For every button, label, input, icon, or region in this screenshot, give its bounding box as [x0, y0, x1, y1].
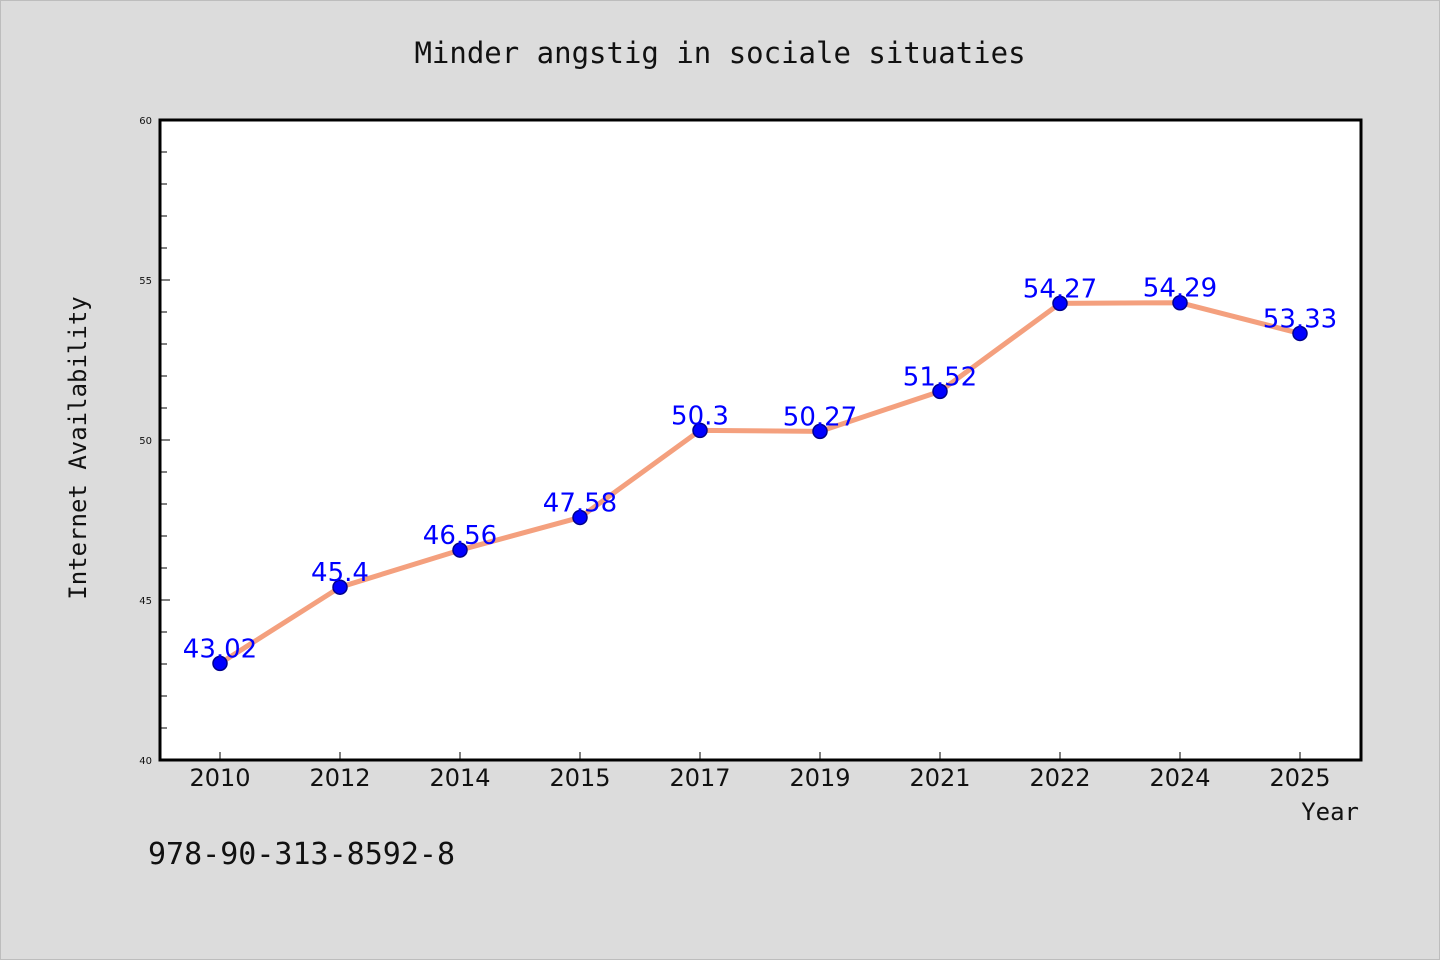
x-tick-label: 2015: [549, 764, 610, 792]
x-tick-label: 2019: [789, 764, 850, 792]
data-point: [332, 579, 348, 595]
y-tick-label: 40: [139, 756, 152, 767]
y-axis: 40 45 50 55 60: [139, 116, 170, 767]
series-line: [217, 300, 1303, 666]
data-label: 43.02: [183, 634, 257, 664]
y-tick-label: 50: [139, 436, 152, 447]
x-tick-label: 2014: [429, 764, 490, 792]
x-tick-label: 2025: [1269, 764, 1330, 792]
y-tick-label: 55: [139, 276, 152, 287]
data-point: [212, 655, 228, 672]
data-label: 53.33: [1263, 304, 1337, 334]
y-tick-label: 45: [139, 596, 152, 607]
x-tick-label: 2021: [909, 764, 970, 792]
x-tick-label: 2012: [309, 764, 370, 792]
data-label: 50.27: [783, 402, 857, 432]
data-point: [1172, 294, 1188, 311]
x-axis-label: Year: [1301, 798, 1359, 826]
data-label: 51.52: [903, 362, 977, 392]
data-point: [932, 383, 948, 400]
data-label: 46.56: [423, 521, 497, 551]
data-markers: [212, 294, 1308, 672]
chart-title: Minder angstig in sociale situaties: [414, 36, 1025, 70]
data-labels: 43.02 45.4 46.56 47.58 50.3 50.27 51.52 54.27 54…: [183, 274, 1337, 665]
data-point: [1052, 295, 1068, 312]
x-tick-label: 2017: [669, 764, 730, 792]
isbn-text: 978-90-313-8592-8: [148, 837, 455, 872]
data-point: [1292, 325, 1308, 342]
x-axis: 2010 2012 2014 2015 2017 2019 2021 2022 2024 2025: [189, 752, 1331, 792]
data-point: [572, 509, 588, 526]
data-label: 50.3: [671, 401, 729, 431]
x-tick-label: 2022: [1029, 764, 1090, 792]
x-tick-label: 2010: [189, 764, 250, 792]
y-tick-label: 60: [139, 116, 152, 127]
x-tick-label: 2024: [1149, 764, 1210, 792]
plot-area: [158, 118, 1363, 762]
y-axis-label: Internet Availability: [64, 296, 92, 599]
data-label: 45.4: [311, 558, 369, 588]
data-label: 47.58: [543, 488, 617, 518]
data-label: 54.27: [1023, 274, 1097, 304]
data-point: [692, 422, 708, 439]
data-point: [452, 542, 468, 558]
data-point: [812, 423, 828, 440]
data-label: 54.29: [1143, 274, 1217, 304]
